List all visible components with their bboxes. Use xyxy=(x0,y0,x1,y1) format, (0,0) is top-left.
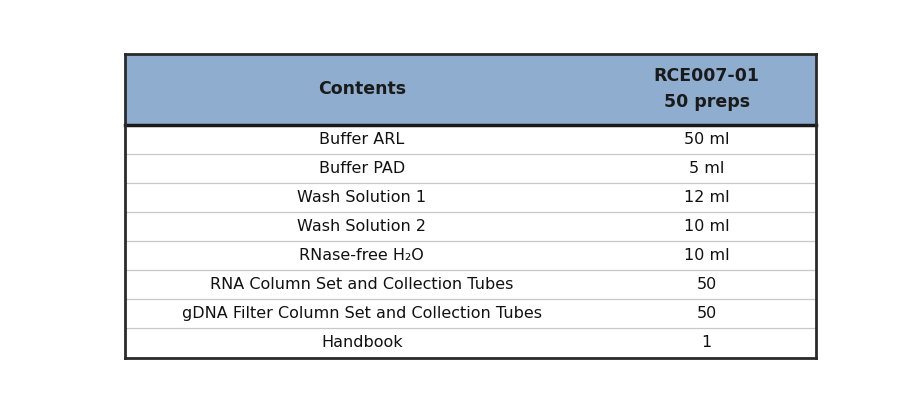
Text: Buffer ARL: Buffer ARL xyxy=(319,132,405,147)
Text: 12 ml: 12 ml xyxy=(684,190,730,205)
Bar xyxy=(126,125,815,357)
Text: RCE007-01
50 preps: RCE007-01 50 preps xyxy=(654,67,760,112)
Bar xyxy=(126,54,815,125)
Text: RNase-free H₂O: RNase-free H₂O xyxy=(299,248,424,263)
Text: 10 ml: 10 ml xyxy=(684,248,730,263)
Text: Handbook: Handbook xyxy=(321,335,403,350)
Text: Wash Solution 2: Wash Solution 2 xyxy=(297,219,426,234)
Text: RNA Column Set and Collection Tubes: RNA Column Set and Collection Tubes xyxy=(210,277,513,292)
Text: 1: 1 xyxy=(701,335,712,350)
Text: 10 ml: 10 ml xyxy=(684,219,730,234)
Text: 5 ml: 5 ml xyxy=(689,161,724,176)
Text: Wash Solution 1: Wash Solution 1 xyxy=(297,190,426,205)
Text: gDNA Filter Column Set and Collection Tubes: gDNA Filter Column Set and Collection Tu… xyxy=(182,306,542,322)
Text: Buffer PAD: Buffer PAD xyxy=(319,161,405,176)
Text: 50: 50 xyxy=(697,277,717,292)
Text: Contents: Contents xyxy=(318,80,406,98)
Text: 50 ml: 50 ml xyxy=(684,132,730,147)
Text: 50: 50 xyxy=(697,306,717,322)
